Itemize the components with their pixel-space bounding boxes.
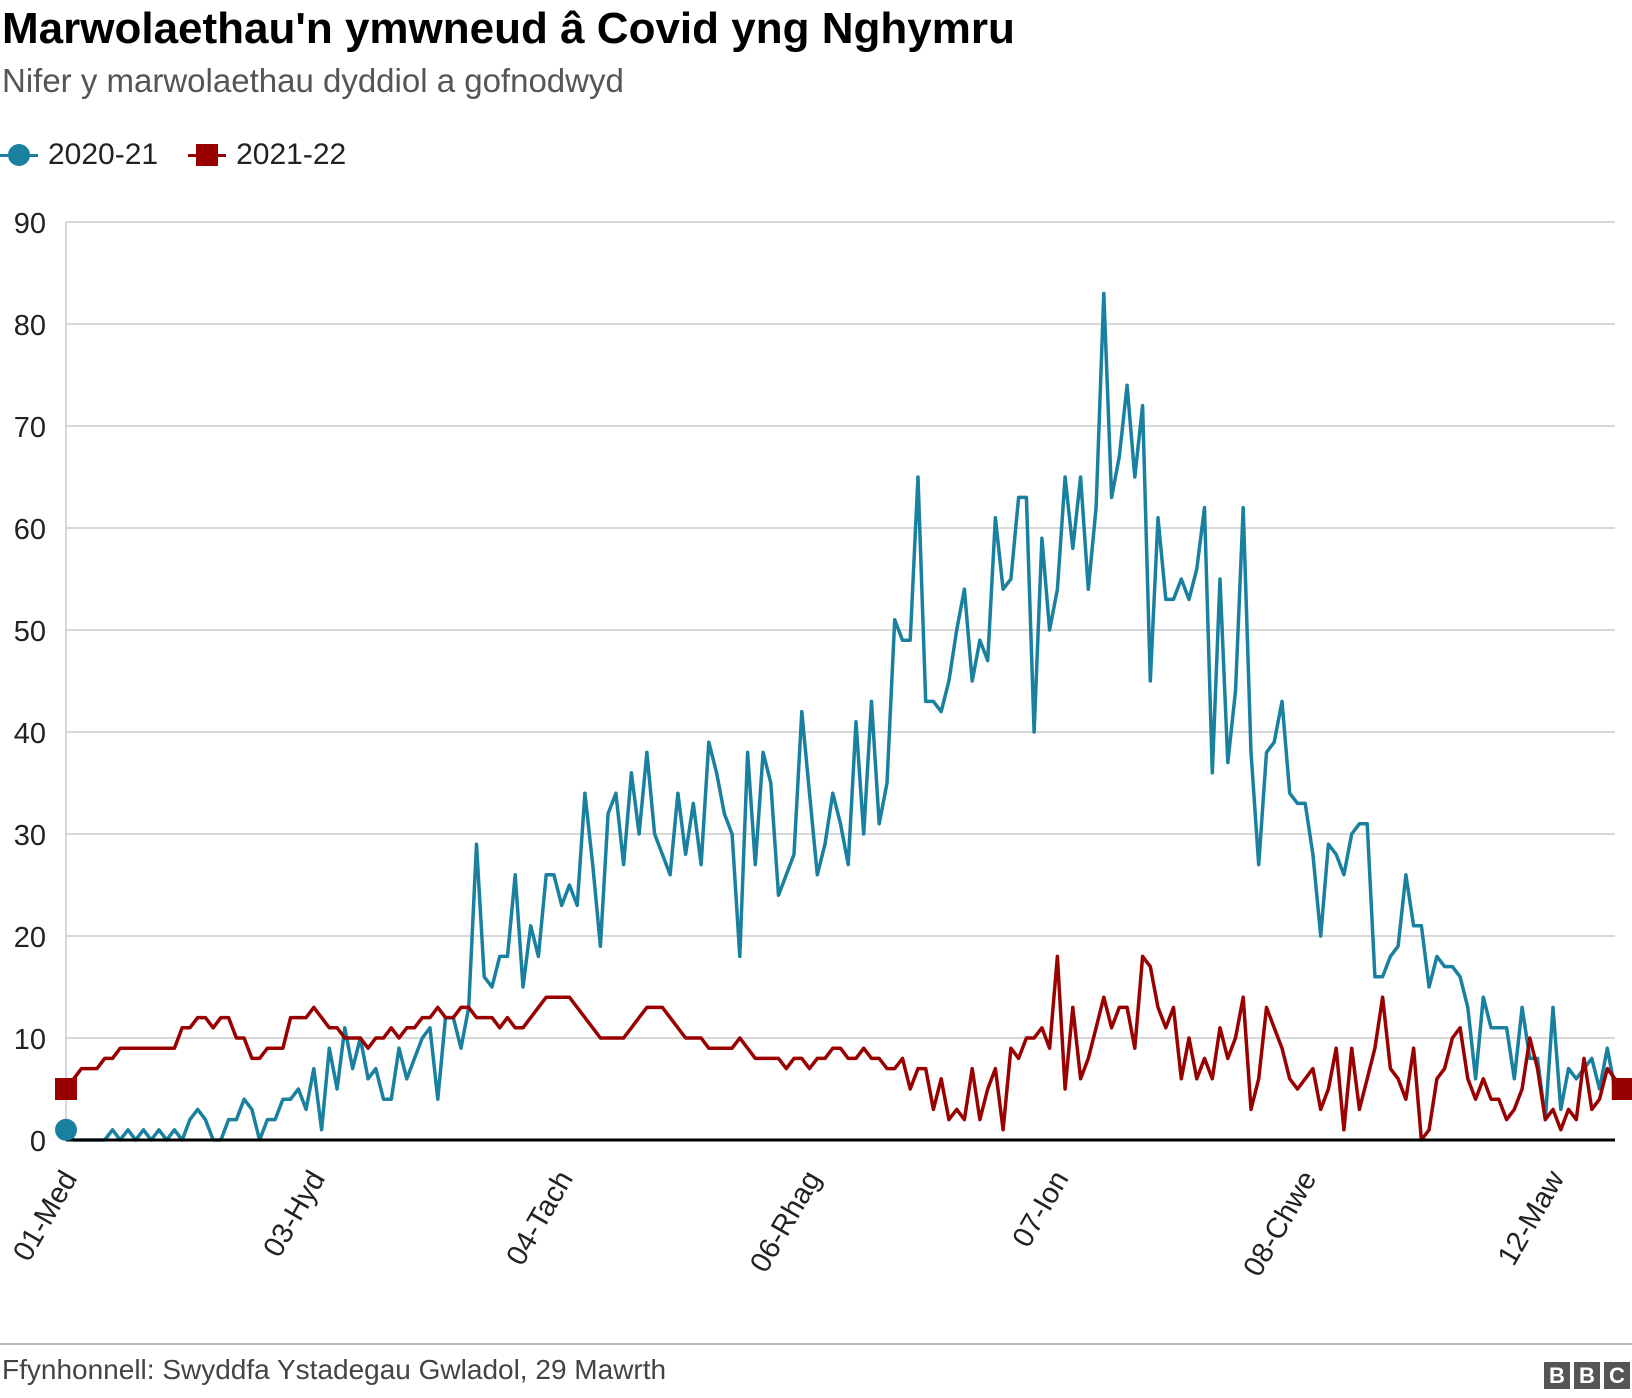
legend-label: 2020-21 <box>48 138 159 171</box>
series-line-2020-21 <box>64 291 1617 1142</box>
y-tick-label: 20 <box>14 922 46 954</box>
y-tick-label: 30 <box>14 820 46 852</box>
x-tick-label: 01-Med <box>7 1166 84 1267</box>
x-tick-label: 12-Maw <box>1492 1165 1572 1271</box>
square-marker-icon <box>188 140 227 170</box>
y-tick-label: 90 <box>14 208 46 240</box>
x-tick-label: 06-Rhag <box>744 1166 827 1278</box>
bbc-logo: B B C <box>1540 1362 1630 1389</box>
y-tick-label: 70 <box>14 412 46 444</box>
x-tick-label: 08-Chwe <box>1238 1166 1324 1283</box>
y-tick-label: 0 <box>30 1126 46 1158</box>
series-start-marker-2020-21 <box>55 1118 77 1141</box>
circle-marker-icon <box>0 140 38 170</box>
line-chart: 0 10 20 30 40 50 60 70 80 90 01-Med 03-Hyd 04-Tach 06… <box>7 208 1632 1283</box>
chart-subtitle: Nifer y marwolaethau dyddiol a gofnodwyd <box>2 62 624 99</box>
legend-item-2020-21[interactable]: 2020-21 <box>0 138 158 172</box>
legend-label: 2021-22 <box>236 138 347 171</box>
legend-item-2021-22[interactable]: 2021-22 <box>188 138 346 172</box>
source-note: Ffynhonnell: Swyddfa Ystadegau Gwladol, … <box>2 1354 667 1385</box>
y-tick-label: 60 <box>14 514 46 546</box>
y-tick-label: 50 <box>14 616 46 648</box>
x-tick-label: 07-Ion <box>1007 1166 1076 1253</box>
x-tick-label: 03-Hyd <box>257 1166 331 1263</box>
x-tick-label: 04-Tach <box>500 1166 579 1271</box>
y-tick-label: 10 <box>14 1024 46 1056</box>
y-tick-label: 80 <box>14 310 46 342</box>
y-tick-label: 40 <box>14 718 46 750</box>
series-start-marker-2021-22 <box>55 1078 77 1100</box>
series-line-2021-22 <box>64 954 1625 1142</box>
series-end-marker-2021-22 <box>1611 1078 1632 1100</box>
footer-divider <box>0 1343 1632 1345</box>
chart-legend: 2020-21 2021-22 <box>0 135 376 175</box>
chart-title: Marwolaethau'n ymwneud â Covid yng Nghym… <box>2 4 1015 53</box>
